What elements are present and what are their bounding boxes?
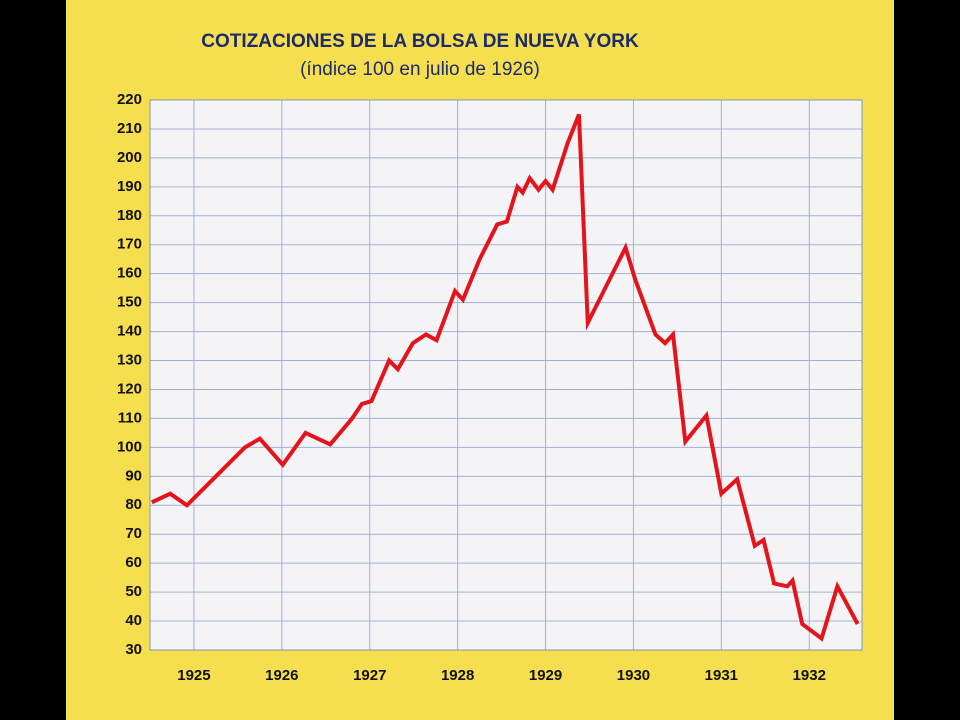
plot-frame [149, 99, 863, 651]
y-tick-label: 80 [125, 496, 142, 513]
y-tick-label: 90 [125, 467, 142, 484]
y-tick-label: 150 [117, 294, 142, 311]
y-tick-label: 180 [117, 207, 142, 224]
y-tick-label: 130 [117, 351, 142, 368]
data-line [150, 113, 860, 642]
y-tick-label: 200 [117, 149, 142, 166]
x-tick-label: 1931 [705, 667, 738, 684]
y-tick-label: 40 [125, 612, 142, 629]
y-tick-label: 120 [117, 380, 142, 397]
plot-area [150, 100, 862, 650]
y-tick-label: 50 [125, 583, 142, 600]
y-tick-label: 30 [125, 641, 142, 658]
y-tick-label: 110 [118, 409, 142, 426]
y-tick-label: 100 [117, 438, 142, 455]
y-tick-label: 220 [117, 91, 142, 108]
x-tick-label: 1932 [793, 667, 826, 684]
x-tick-label: 1930 [617, 667, 650, 684]
x-tick-label: 1927 [353, 667, 386, 684]
y-tick-label: 210 [117, 120, 142, 137]
x-tick-label: 1928 [441, 667, 474, 684]
chart-title: COTIZACIONES DE LA BOLSA DE NUEVA YORK [201, 31, 639, 52]
y-tick-label: 70 [125, 525, 142, 542]
y-tick-label: 140 [117, 323, 142, 340]
x-tick-label: 1929 [529, 667, 562, 684]
y-tick-label: 170 [117, 236, 142, 253]
y-tick-label: 160 [117, 265, 142, 282]
chart-subtitle: (índice 100 en julio de 1926) [300, 59, 540, 80]
y-tick-label: 190 [117, 178, 142, 195]
y-tick-label: 60 [125, 554, 142, 571]
x-tick-label: 1926 [265, 667, 298, 684]
x-tick-label: 1925 [177, 667, 210, 684]
